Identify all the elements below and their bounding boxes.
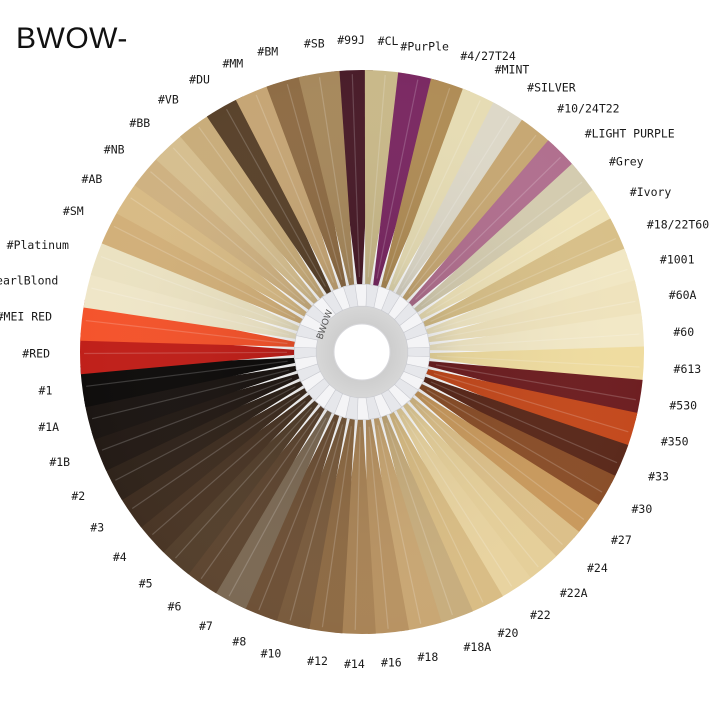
swatch-label: #24 (587, 561, 608, 575)
ring-holder: BWOW (293, 283, 431, 421)
swatch-label: #12 (307, 654, 328, 668)
swatch-label: #MEI RED (0, 310, 52, 324)
swatch-label: #6 (168, 599, 182, 613)
swatch-label: #CL (378, 34, 399, 48)
swatch-label: #NB (104, 143, 125, 157)
swatch-label: #8 (232, 635, 246, 649)
swatch-label: #14 (344, 657, 365, 671)
swatch-label: #1 (39, 384, 53, 398)
swatch-label: #10 (261, 646, 282, 660)
swatch-label: #18/22T60 (647, 218, 709, 232)
swatch-label: #7 (199, 619, 213, 633)
swatch-label: #PurPle (400, 39, 449, 53)
swatch-label: #SB (304, 37, 325, 51)
swatch-label: #18 (417, 650, 438, 664)
swatch-label: #350 (661, 435, 689, 449)
swatch-label: #1B (49, 455, 70, 469)
swatch-label: #30 (631, 502, 652, 516)
swatch-label: #BB (129, 116, 150, 130)
swatch-label: #10/24T22 (557, 102, 619, 116)
swatch-label: #LIGHT PURPLE (585, 126, 675, 140)
swatch-label: #DU (189, 73, 210, 87)
swatch-label: #18A (463, 640, 491, 654)
swatch-label: #33 (648, 469, 669, 483)
swatch-label: #60A (669, 288, 697, 302)
swatch-label: #RED (22, 347, 50, 361)
swatch-label: #530 (669, 399, 697, 413)
swatch-labels: #99J #CL #PurPle #4/27T24#MINT #SILVER #10/24… (0, 33, 709, 671)
swatch-label: #3 (90, 521, 104, 535)
swatch-label: #BM (257, 44, 278, 58)
swatch-label: #5 (139, 576, 153, 590)
swatch-label: #22A (560, 586, 588, 600)
swatch-label: #99J (337, 33, 365, 47)
swatch-label: #22 (530, 608, 551, 622)
swatch-label: #SILVER (527, 80, 576, 94)
swatch-label: #VB (158, 92, 179, 106)
swatch-label: #MM (222, 56, 243, 70)
swatch-label: #SM (63, 204, 84, 218)
swatch-label: #16 (381, 656, 402, 670)
brand-title: BWOW- (16, 22, 128, 55)
swatch-label: #4/27T24 (460, 49, 515, 63)
swatch-label: #4 (113, 550, 127, 564)
swatch-label: #AB (82, 172, 103, 186)
swatch-label: #2 (71, 489, 85, 503)
ring-tag (406, 332, 431, 349)
swatch-label: #1A (38, 420, 59, 434)
swatch-label: #PearlBlond (0, 273, 58, 287)
swatch-label: #Ivory (630, 185, 672, 199)
swatch-label: #60 (673, 325, 694, 339)
swatch-label: #613 (674, 362, 702, 376)
swatch-label: #20 (498, 626, 519, 640)
swatch-label: #Grey (609, 154, 644, 168)
swatch-label: #1001 (660, 252, 695, 266)
swatch-label: #27 (611, 533, 632, 547)
swatch-label: #MINT (495, 63, 530, 77)
ring-center (333, 323, 391, 381)
swatch-label: #Platinum (7, 238, 69, 252)
